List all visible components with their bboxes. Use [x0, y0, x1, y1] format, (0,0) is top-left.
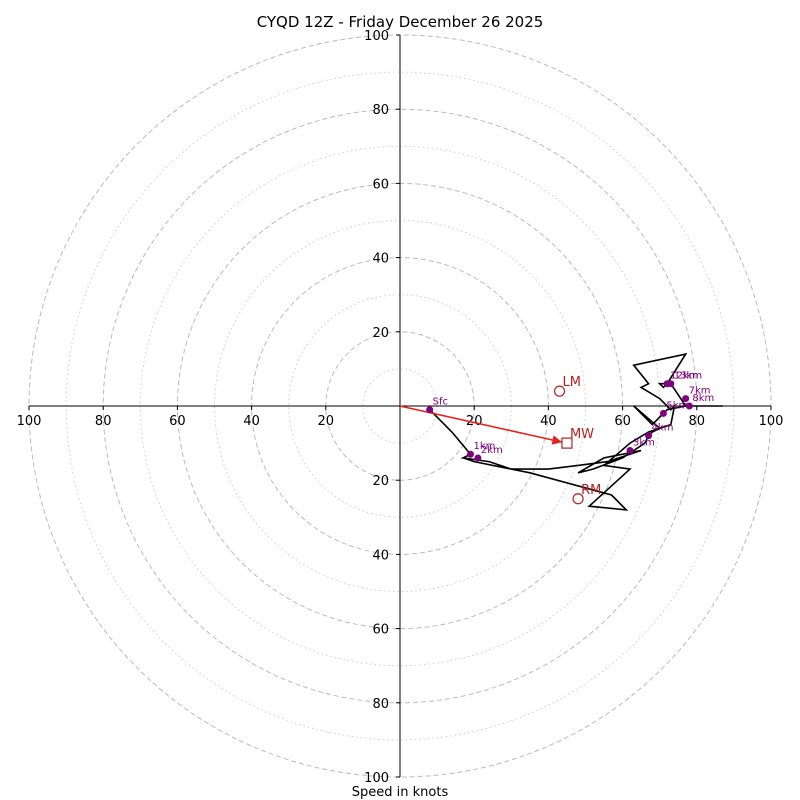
tick-label-y_down-80: 80: [372, 697, 389, 712]
tick-label-y_down-20: 20: [372, 474, 389, 489]
height-label-7km: 7km: [689, 386, 711, 397]
height-marker-2km: [474, 454, 482, 462]
height-label-1km: 1km: [473, 441, 495, 452]
tick-label-y_down-100: 100: [364, 771, 389, 786]
height-label-12km: 12km: [670, 371, 698, 382]
height-label-13km: 13km: [674, 371, 702, 382]
height-marker-8km: [685, 402, 693, 410]
height-marker-Sfc: [426, 406, 434, 414]
x-axis-label: Speed in knots: [352, 785, 449, 800]
height-marker-5km: [659, 409, 667, 417]
tick-label-x_left-100: 100: [17, 414, 42, 429]
storm-motion: LM MW RM: [553, 375, 601, 505]
height-marker-1km: [466, 450, 474, 458]
height-label-Sfc: Sfc: [433, 397, 448, 408]
wind-profile: [399, 352, 723, 511]
tick-labels: 100 80 60 40 20 20 40 60 80 100 20 40 60 80 100 20 40 60 8…: [17, 29, 784, 786]
tick-label-x_right-20: 20: [466, 414, 483, 429]
height-label-3km: 3km: [633, 438, 655, 449]
motion-marker-RM: [572, 493, 584, 505]
wind-profile-line: [429, 352, 723, 511]
tick-label-x_right-40: 40: [540, 414, 557, 429]
motion-label-LM: LM: [563, 375, 581, 390]
tick-label-x_right-60: 60: [614, 414, 631, 429]
motion-label-RM: RM: [581, 483, 601, 498]
mean-wind-arrow: [399, 405, 563, 445]
tick-label-y_up-100: 100: [364, 29, 389, 44]
tick-label-y_up-40: 40: [372, 252, 389, 267]
height-marker-13km: [667, 380, 675, 388]
tick-label-y_down-60: 60: [372, 623, 389, 638]
height-label-8km: 8km: [692, 393, 714, 404]
motion-marker-LM: [553, 385, 566, 397]
height-marker-4km: [645, 432, 653, 440]
tick-label-x_left-60: 60: [169, 414, 186, 429]
tick-label-y_up-20: 20: [372, 326, 389, 341]
tick-label-x_left-40: 40: [243, 414, 260, 429]
height-label-4km: 4km: [652, 423, 674, 434]
height-label-2km: 2km: [481, 445, 503, 456]
tick-label-y_up-60: 60: [372, 177, 389, 192]
tick-label-x_left-80: 80: [95, 414, 112, 429]
tick-label-y_down-40: 40: [372, 548, 389, 563]
motion-label-MW: MW: [570, 427, 594, 442]
tick-label-x_right-100: 100: [759, 414, 784, 429]
height-marker-3km: [626, 447, 634, 455]
height-marker-7km: [682, 395, 690, 403]
motion-marker-MW: [561, 437, 573, 449]
chart-title: CYQD 12Z - Friday December 26 2025: [257, 13, 544, 31]
tick-label-y_up-80: 80: [372, 103, 389, 118]
tick-label-x_left-20: 20: [318, 414, 335, 429]
height-label-5km: 5km: [666, 400, 688, 411]
tick-label-x_right-80: 80: [689, 414, 706, 429]
